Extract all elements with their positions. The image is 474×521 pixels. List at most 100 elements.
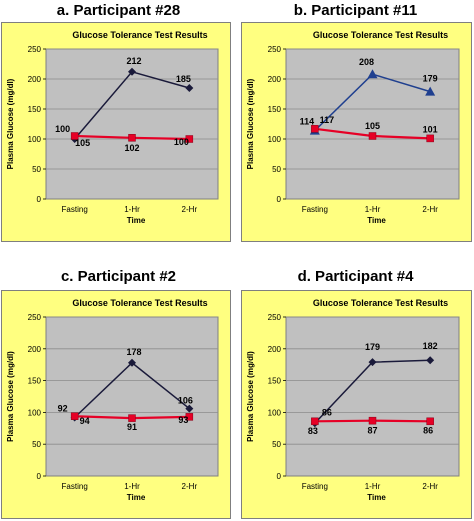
data-label: 83 (308, 426, 318, 436)
x-tick-label: 2-Hr (422, 205, 438, 214)
data-point-diamond (426, 356, 435, 365)
data-point-square (128, 414, 136, 422)
panel-b-chart: Glucose Tolerance Test Results 0 50 100 150 2… (241, 22, 472, 242)
y-tick-label: 100 (28, 135, 42, 144)
data-label: 179 (365, 342, 380, 352)
y-axis-label: Plasma Glucose (mg/dl) (6, 351, 15, 442)
y-tick-label: 100 (268, 135, 282, 144)
data-label: 100 (174, 137, 189, 147)
panel-b-heading: b. Participant #11 (293, 2, 418, 19)
x-tick-label: Fasting (62, 482, 88, 491)
x-tick-label: 2-Hr (182, 205, 198, 214)
data-label: 92 (58, 403, 68, 413)
y-tick-label: 0 (37, 472, 42, 481)
y-tick-label: 0 (277, 195, 282, 204)
data-point-triangle (367, 69, 378, 79)
x-axis-label: Time (367, 493, 386, 502)
data-point-square (128, 134, 136, 142)
data-label: 208 (359, 57, 374, 67)
panel-a-heading: a. Participant #28 (56, 2, 181, 19)
x-axis-label: Time (367, 216, 386, 225)
data-point-diamond (368, 358, 377, 367)
y-tick-label: 200 (28, 75, 42, 84)
panel-c-svg: Glucose Tolerance Test Results 0 50 100 150 2… (6, 298, 219, 502)
data-label: 105 (365, 121, 380, 131)
data-label: 117 (320, 115, 335, 125)
data-label: 91 (127, 422, 137, 432)
data-point-square (311, 125, 319, 133)
panel-c-chart: Glucose Tolerance Test Results 0 50 100 150 2… (1, 290, 231, 519)
x-tick-label: 1-Hr (365, 482, 381, 491)
y-tick-label: 100 (268, 408, 282, 417)
y-tick-label: 200 (28, 345, 42, 354)
y-axis-label: Plasma Glucose (mg/dl) (6, 78, 15, 169)
data-label: 105 (75, 138, 90, 148)
panel-a-chart: Glucose Tolerance Test Results 0 50 100 150 2… (1, 22, 231, 242)
y-tick-label: 150 (28, 377, 42, 386)
data-point-square (426, 134, 434, 143)
data-label: 102 (124, 143, 139, 153)
panel-c-heading: c. Participant #2 (60, 268, 177, 285)
x-tick-label: Fasting (62, 205, 88, 214)
data-label: 178 (126, 347, 141, 357)
x-tick-label: 2-Hr (422, 482, 438, 491)
data-label: 101 (423, 124, 438, 134)
data-label: 114 (300, 117, 315, 127)
data-point-diamond (185, 404, 194, 413)
y-tick-label: 150 (268, 105, 282, 114)
data-point-diamond (185, 84, 194, 92)
y-tick-label: 250 (268, 45, 282, 54)
x-tick-label: Fasting (302, 205, 328, 214)
y-tick-label: 50 (272, 165, 281, 174)
x-tick-label: 1-Hr (365, 205, 381, 214)
y-tick-label: 200 (268, 75, 282, 84)
data-label: 185 (176, 74, 191, 84)
data-label: 94 (80, 416, 90, 426)
data-point-square (426, 417, 434, 426)
x-axis-label: Time (127, 216, 146, 225)
y-tick-label: 100 (28, 408, 42, 417)
chart-title: Glucose Tolerance Test Results (72, 298, 207, 308)
data-point-square (185, 413, 194, 421)
data-label: 212 (126, 56, 141, 66)
y-tick-label: 0 (277, 472, 282, 481)
data-point-diamond (128, 358, 136, 367)
data-point-square (70, 412, 79, 420)
panel-d-heading: d. Participant #4 (297, 268, 414, 285)
y-axis-label: Plasma Glucose (mg/dl) (246, 78, 255, 169)
data-label: 106 (178, 396, 193, 406)
data-label: 182 (423, 341, 438, 351)
data-point-square (368, 132, 377, 140)
data-label: 179 (423, 74, 438, 84)
y-tick-label: 0 (37, 195, 42, 204)
data-label: 86 (423, 425, 433, 435)
data-point-square (70, 132, 79, 140)
panel-b-svg: Glucose Tolerance Test Results 0 50 100 150 2… (246, 30, 460, 225)
data-point-triangle (425, 86, 436, 96)
y-tick-label: 150 (28, 105, 42, 114)
x-axis-label: Time (127, 493, 146, 502)
data-point-square (311, 417, 319, 426)
data-label: 93 (178, 415, 188, 425)
y-tick-label: 50 (272, 440, 281, 449)
data-label: 86 (322, 407, 332, 417)
y-tick-label: 250 (28, 313, 42, 322)
data-label: 87 (367, 426, 377, 436)
panel-d-chart: Glucose Tolerance Test Results 0 50 100 150 2… (241, 290, 472, 519)
data-point-diamond (128, 67, 136, 76)
plot-area (45, 316, 219, 477)
x-tick-label: 2-Hr (182, 482, 198, 491)
y-tick-label: 250 (28, 45, 42, 54)
x-tick-label: 1-Hr (124, 482, 140, 491)
panel-d-svg: Glucose Tolerance Test Results 0 50 100 150 2… (246, 298, 460, 502)
x-tick-label: 1-Hr (124, 205, 140, 214)
plot-area (285, 316, 460, 477)
chart-title: Glucose Tolerance Test Results (313, 298, 448, 308)
y-tick-label: 150 (268, 377, 282, 386)
y-tick-label: 250 (268, 313, 282, 322)
chart-title: Glucose Tolerance Test Results (72, 30, 207, 40)
y-tick-label: 200 (268, 345, 282, 354)
data-point-square (368, 416, 377, 425)
data-point-square (185, 135, 194, 143)
panel-a-svg: Glucose Tolerance Test Results 0 50 100 150 2… (6, 30, 219, 225)
